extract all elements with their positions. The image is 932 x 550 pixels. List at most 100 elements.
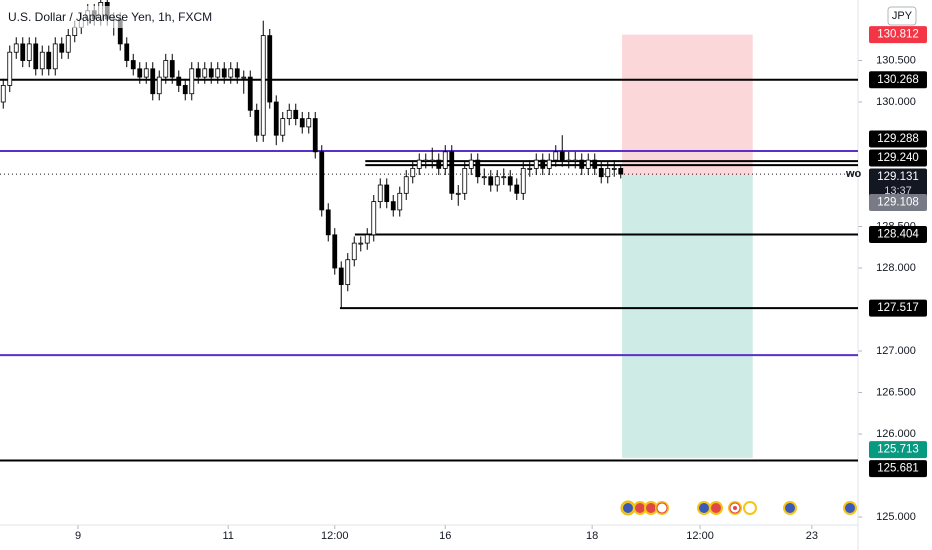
candle-body	[488, 176, 494, 186]
candle-body	[585, 159, 591, 169]
candle-body	[507, 176, 513, 186]
candle-body	[579, 159, 585, 169]
candle-body	[215, 68, 221, 78]
candle-body	[163, 60, 169, 78]
candle-body	[137, 68, 143, 78]
candle-body	[312, 118, 318, 153]
candle-body	[553, 151, 559, 161]
candle-body	[436, 159, 442, 169]
candle-body	[397, 192, 403, 211]
candle-body	[156, 76, 162, 95]
x-tick-label: 12:00	[321, 530, 349, 542]
candle-body	[475, 159, 481, 178]
candle-body	[598, 168, 604, 178]
candle-body	[390, 201, 396, 211]
price-label: 129.240	[877, 152, 919, 164]
candle-body	[540, 159, 546, 169]
candle-body	[546, 159, 552, 169]
candle-body	[533, 159, 539, 169]
price-label: 129.131	[877, 171, 919, 183]
candle-body	[403, 176, 409, 194]
candle-body	[130, 60, 136, 70]
candle-body	[143, 68, 149, 78]
price-label: 129.108	[877, 197, 919, 209]
candle-body	[455, 192, 461, 195]
candle-body	[208, 68, 214, 78]
y-tick-label: 127.000	[876, 345, 916, 357]
candle-body	[468, 159, 474, 169]
candle-body	[72, 26, 78, 37]
price-label: 125.681	[877, 463, 919, 475]
price-label-bg	[869, 168, 927, 199]
candle-body	[416, 159, 422, 169]
candle-body	[33, 43, 39, 70]
candle-body	[46, 51, 52, 70]
candle-body	[319, 151, 325, 211]
candle-body	[501, 176, 507, 179]
price-label-bg	[869, 149, 927, 167]
x-tick-label: 18	[586, 530, 598, 542]
price-label-bg	[869, 460, 927, 478]
candle-body	[423, 159, 429, 162]
x-tick-label: 9	[75, 530, 81, 542]
target-zone	[622, 176, 753, 458]
last-price-marker: wo	[845, 168, 862, 180]
candle-body	[59, 43, 65, 53]
candle-body	[254, 109, 260, 136]
candle-body	[299, 118, 305, 128]
price-label-bg	[869, 441, 927, 459]
y-tick-label: 126.000	[876, 428, 916, 440]
candle-body	[384, 184, 390, 203]
candle-body	[410, 168, 416, 178]
candle-body	[618, 168, 624, 175]
x-tick-label: 23	[806, 530, 818, 542]
candle-body	[566, 159, 572, 162]
candle-body	[182, 85, 188, 95]
candle-body	[124, 43, 130, 61]
candle-body	[514, 184, 520, 194]
candle-body	[52, 43, 58, 70]
candle-body	[345, 259, 351, 286]
candle-body	[280, 118, 286, 136]
chart-title: U.S. Dollar / Japanese Yen, 1h, FXCM	[8, 10, 212, 24]
candle-body	[293, 109, 299, 120]
candle-body	[20, 43, 26, 61]
candle-body	[377, 184, 383, 203]
price-label-bg	[869, 193, 927, 211]
candle-body	[273, 101, 279, 136]
y-tick-label: 130.500	[876, 54, 916, 66]
y-tick-label: 130.000	[876, 96, 916, 108]
candle-body	[228, 68, 234, 78]
currency-box[interactable]	[887, 6, 917, 26]
price-label: 125.713	[877, 444, 919, 456]
candle-body	[221, 68, 227, 78]
candle-body	[611, 168, 617, 170]
price-label-bg	[869, 71, 927, 89]
candle-body	[494, 176, 500, 186]
price-label: 130.812	[877, 29, 919, 41]
price-label: 128.404	[877, 229, 919, 241]
candle-body	[169, 60, 175, 78]
candle-body	[592, 159, 598, 169]
candle-body	[150, 68, 156, 95]
candle-body	[195, 68, 201, 78]
candle-body	[358, 242, 364, 245]
x-tick-label: 16	[439, 530, 451, 542]
candle-body	[176, 76, 182, 86]
price-label-bg	[869, 225, 927, 243]
x-tick-label: 11	[222, 530, 233, 542]
candle-body	[325, 209, 331, 236]
candle-body	[0, 85, 6, 103]
candle-body	[267, 35, 273, 103]
x-tick-label: 12:00	[686, 530, 714, 542]
countdown: 13:37	[884, 185, 912, 197]
currency[interactable]: JPY	[892, 10, 913, 22]
price-label-bg	[869, 130, 927, 148]
candle-body	[247, 76, 253, 111]
candle-body	[605, 168, 611, 178]
candle-body	[306, 118, 312, 128]
title-bg	[2, 6, 232, 28]
price-label: 130.268	[877, 74, 919, 86]
